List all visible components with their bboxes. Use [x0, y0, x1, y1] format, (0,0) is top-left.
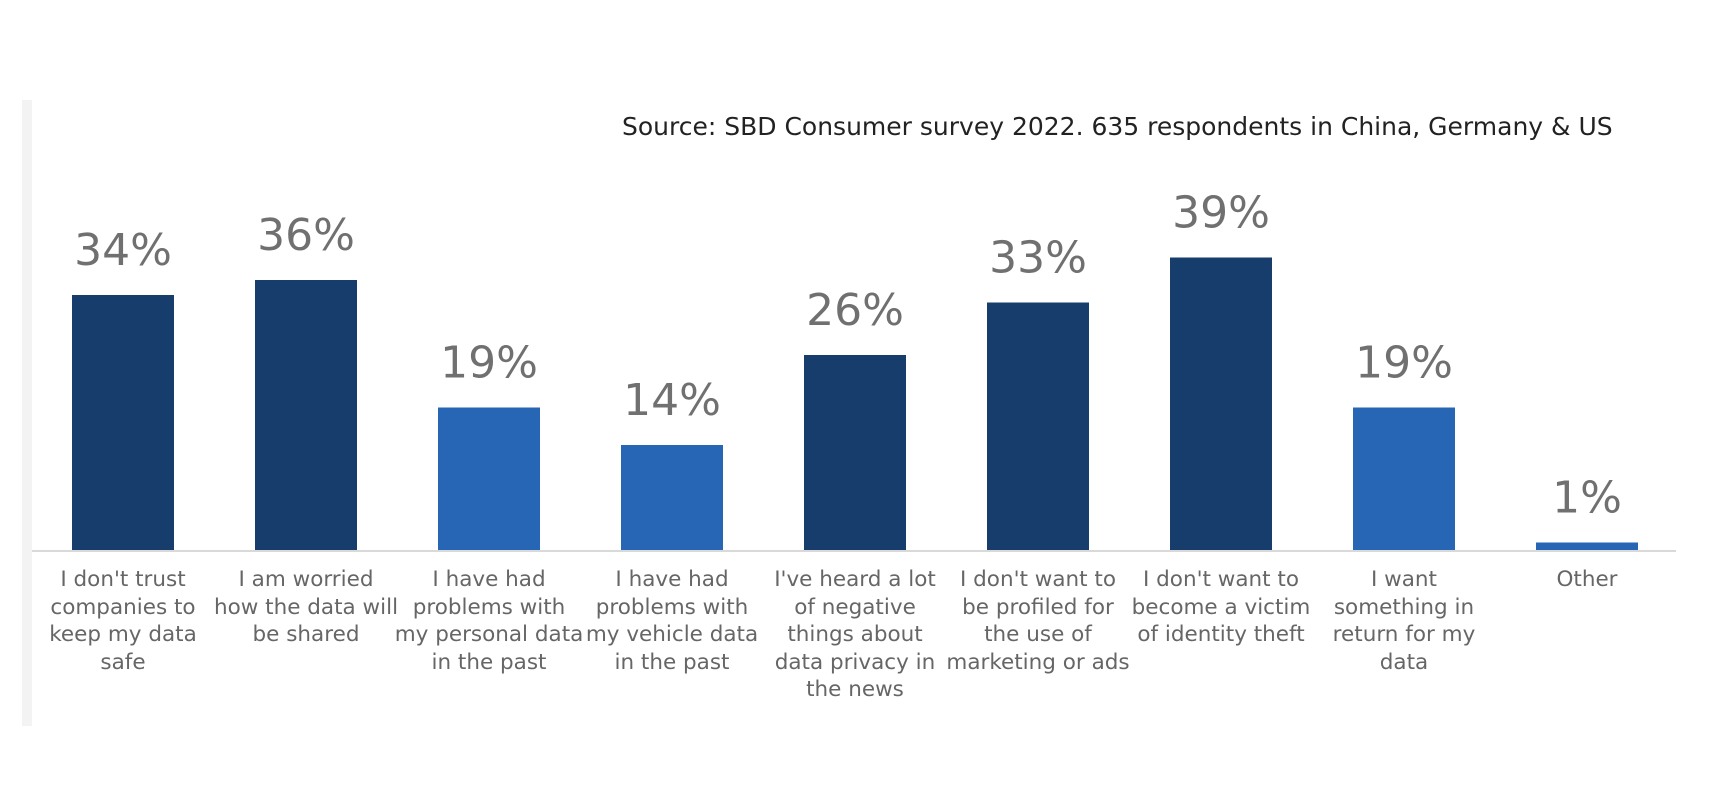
- category-label-line: in the past: [431, 649, 547, 675]
- category-label-line: safe: [100, 649, 146, 675]
- category-label-line: of negative: [794, 594, 916, 620]
- category-label: I want something in return for my data: [1309, 566, 1499, 676]
- category-label-line: my vehicle data: [585, 622, 759, 647]
- category-label-line: I want: [1371, 567, 1437, 592]
- category-label-line: data: [1379, 649, 1429, 675]
- bar: [1170, 257, 1272, 550]
- category-label-line: I've heard a lot: [774, 567, 936, 592]
- bar: [987, 302, 1089, 550]
- category-label-line: Other: [1556, 567, 1618, 592]
- data-label: 36%: [257, 210, 355, 261]
- category-label: I've heard a lot of negative things about d…: [760, 566, 950, 704]
- category-label-line: data privacy in: [774, 649, 936, 675]
- data-label: 19%: [1355, 338, 1453, 389]
- category-label-line: keep my data: [49, 622, 197, 647]
- bar: [255, 280, 357, 550]
- category-label-line: marketing or ads: [946, 649, 1130, 675]
- category-label-line: of identity theft: [1137, 622, 1305, 647]
- category-label-line: be profiled for: [962, 594, 1114, 620]
- category-label: I have had problems with my personal data i…: [394, 566, 584, 676]
- category-label: I am worried how the data will be shared: [211, 566, 401, 649]
- category-label-line: I don't want to: [1142, 567, 1299, 592]
- category-label: I have had problems with my vehicle data in…: [577, 566, 767, 676]
- category-label: Other: [1492, 566, 1682, 594]
- category-label-line: how the data will: [213, 594, 399, 620]
- category-label-line: things about: [787, 622, 923, 647]
- category-label-line: my personal data: [394, 622, 584, 647]
- category-label-line: companies to: [50, 594, 196, 620]
- category-label-line: something in: [1333, 594, 1475, 620]
- category-label-line: the use of: [984, 622, 1092, 647]
- left-border-strip: [22, 100, 32, 726]
- category-label-line: return for my: [1332, 622, 1476, 647]
- category-label-line: I have had: [432, 567, 546, 592]
- bar: [1536, 542, 1638, 550]
- data-label: 26%: [806, 285, 904, 336]
- data-label: 33%: [989, 233, 1087, 284]
- data-label: 19%: [440, 338, 538, 389]
- category-label-line: I don't want to: [959, 567, 1116, 592]
- data-label: 34%: [74, 225, 172, 276]
- category-label-line: be shared: [252, 622, 360, 647]
- category-label-line: I don't trust: [60, 567, 186, 592]
- data-label: 39%: [1172, 188, 1270, 239]
- data-label: 1%: [1552, 473, 1622, 524]
- category-label-line: problems with: [595, 594, 749, 620]
- category-label-line: become a victim: [1131, 594, 1311, 620]
- category-label: I don't trust companies to keep my data saf…: [28, 566, 218, 676]
- bar: [1353, 407, 1455, 550]
- bar: [72, 295, 174, 550]
- bar: [804, 355, 906, 550]
- bar: [438, 407, 540, 550]
- category-label-line: I have had: [615, 567, 729, 592]
- data-label: 14%: [623, 375, 721, 426]
- category-label-line: the news: [806, 677, 904, 702]
- category-label-line: problems with: [412, 594, 566, 620]
- category-label-line: in the past: [614, 649, 730, 675]
- bar: [621, 445, 723, 550]
- source-note: Source: SBD Consumer survey 2022. 635 re…: [622, 112, 1613, 141]
- category-label-line: I am worried: [238, 567, 374, 592]
- category-label: I don't want to be profiled for the use of…: [943, 566, 1133, 676]
- category-label: I don't want to become a victim of identit…: [1126, 566, 1316, 649]
